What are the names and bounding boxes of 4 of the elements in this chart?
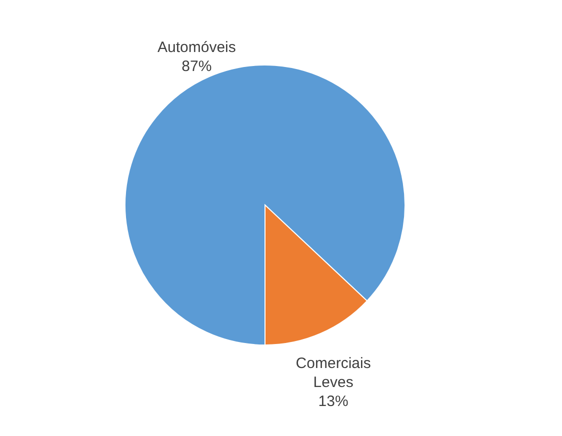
data-label: 13% (318, 392, 348, 410)
data-label: 87% (182, 58, 212, 76)
slice-label: Automóveis (158, 39, 236, 56)
slice-label: Comerciais Leves (296, 354, 371, 391)
